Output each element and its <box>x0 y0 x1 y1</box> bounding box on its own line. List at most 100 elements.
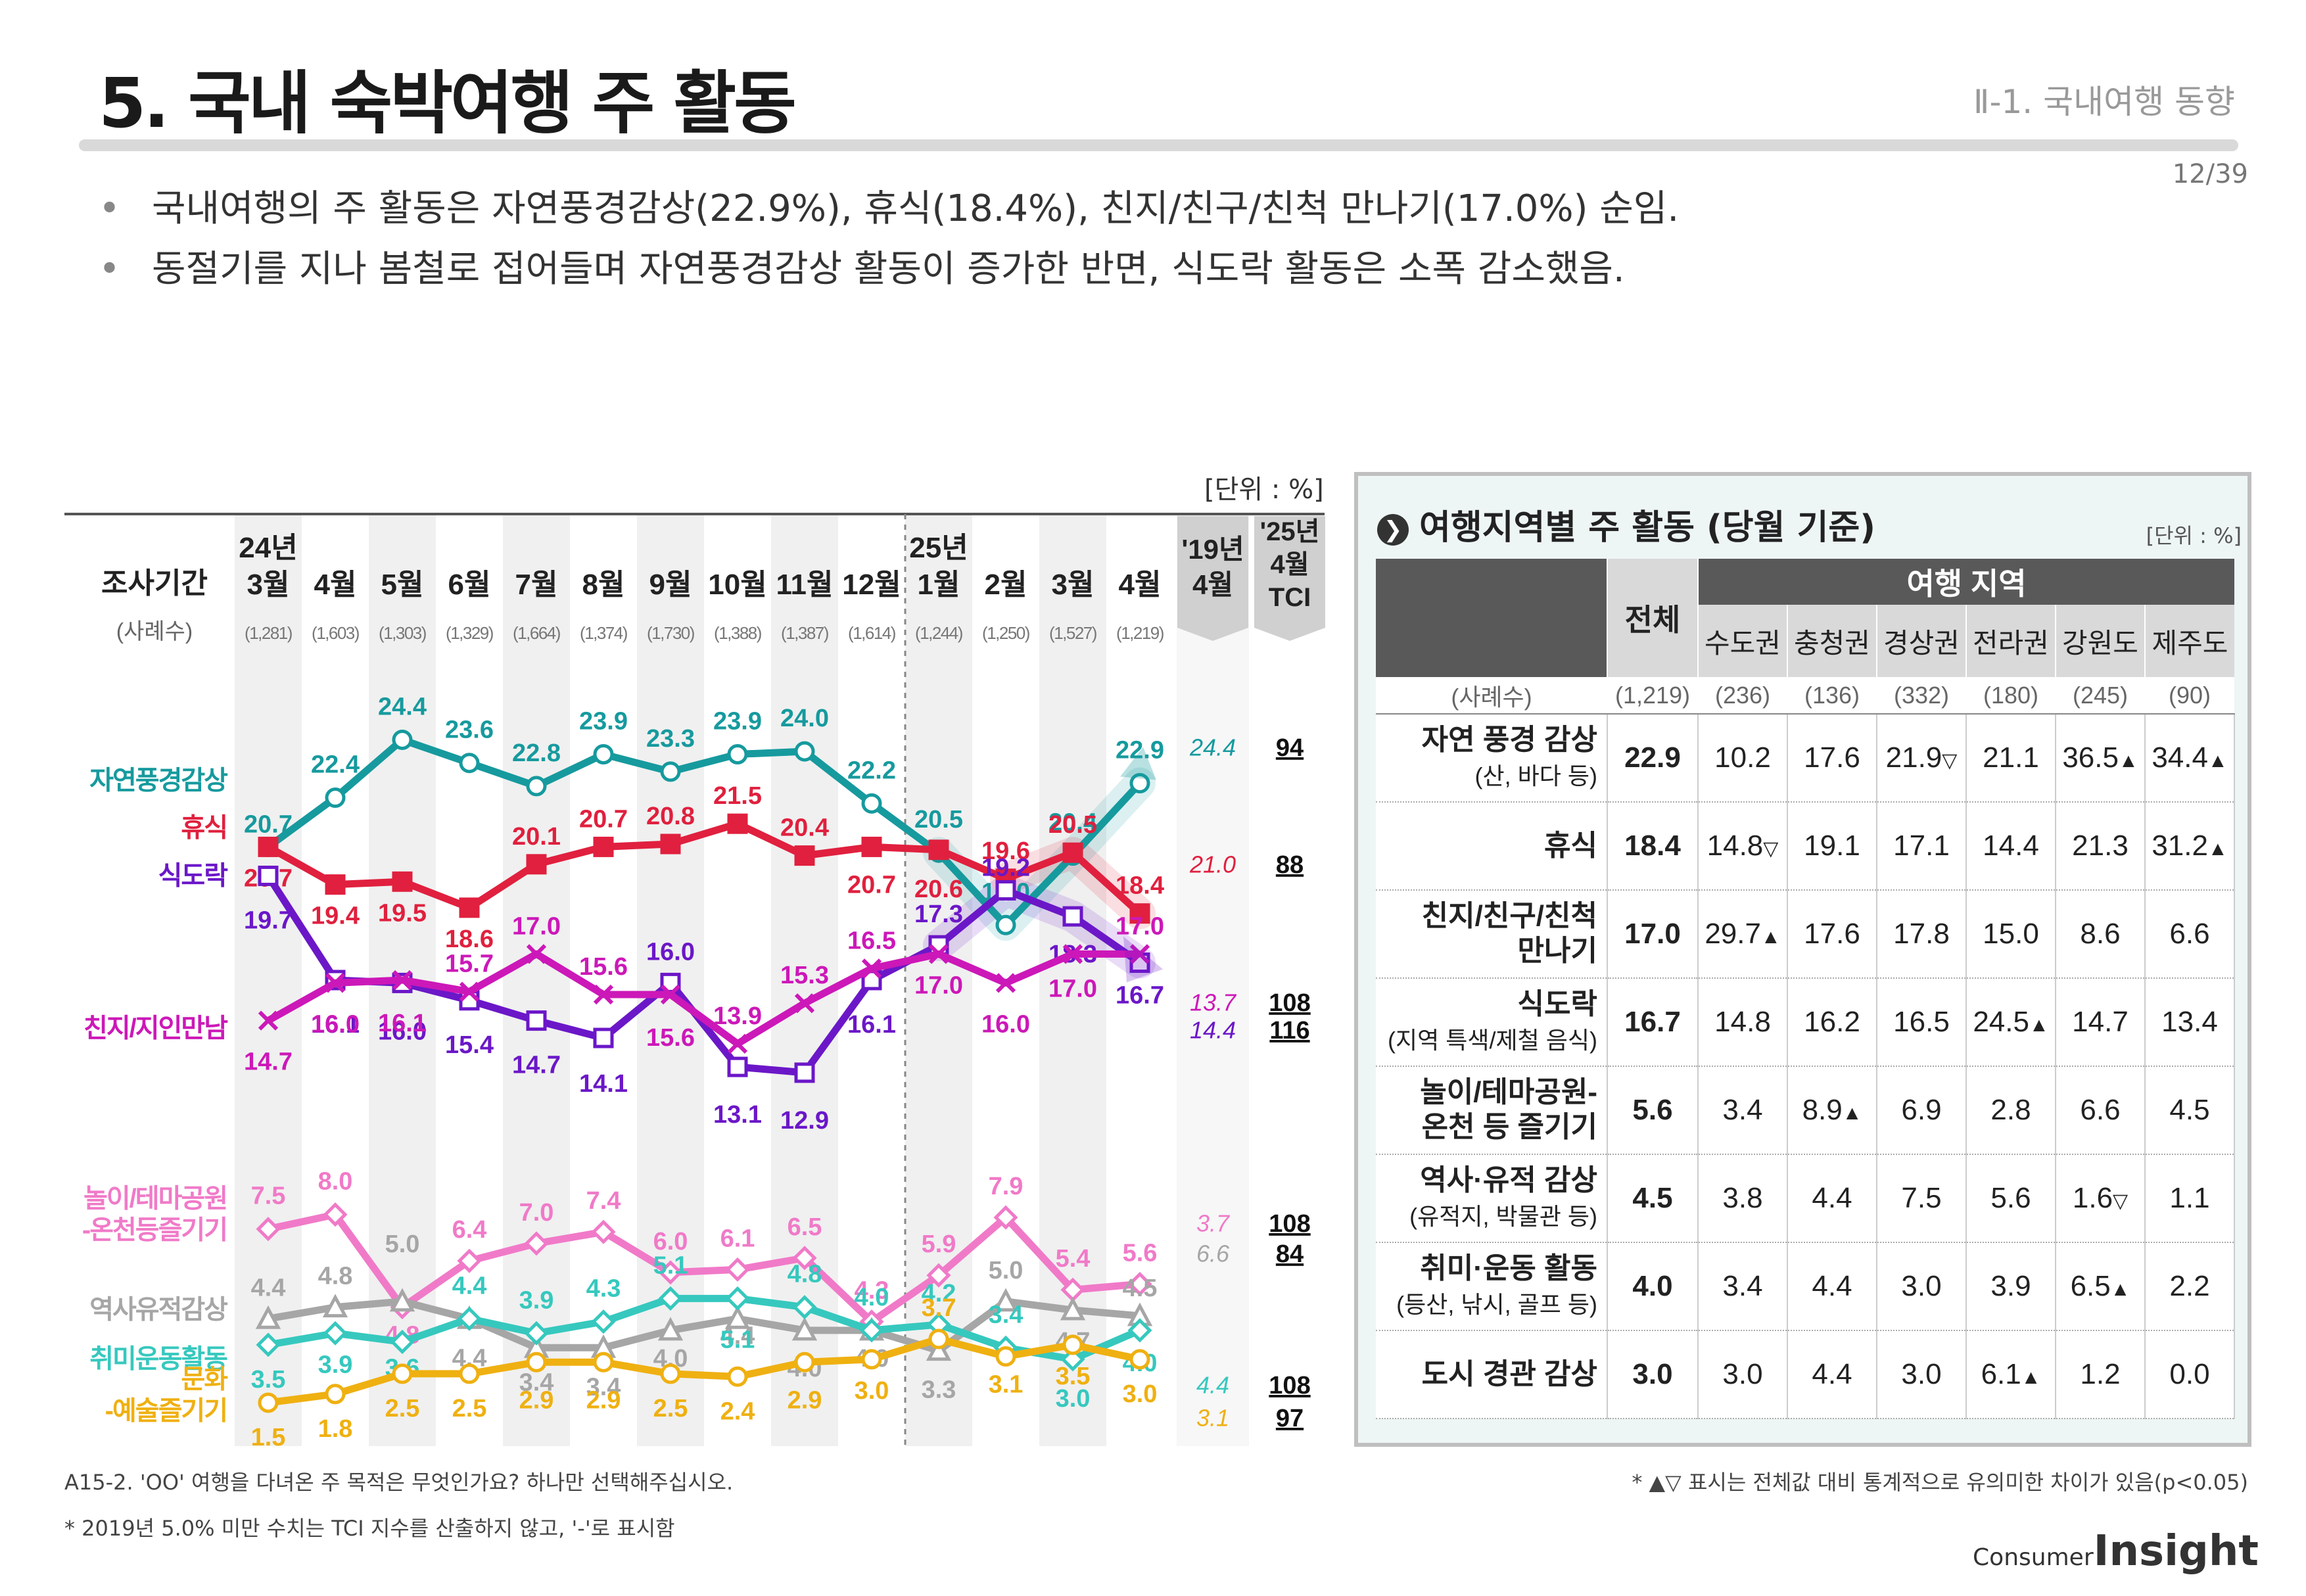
row-total: 3.0 <box>1607 1330 1699 1419</box>
data-label: 2.5 <box>653 1395 688 1422</box>
data-point <box>995 880 1016 901</box>
chevron-right-icon: ❯ <box>1377 514 1409 546</box>
column-band <box>235 513 302 1446</box>
data-point <box>926 1337 952 1361</box>
data-label: 12.9 <box>780 1107 829 1135</box>
region-value-cell: 21.9▽ <box>1877 714 1967 803</box>
region-value-cell: 1.6▽ <box>2056 1154 2146 1243</box>
data-point <box>727 1366 748 1387</box>
region-value-cell: 8.9▲ <box>1787 1066 1877 1155</box>
data-point <box>526 854 547 875</box>
region-value-cell: 0.0 <box>2145 1330 2235 1419</box>
data-label: 5.6 <box>1123 1239 1158 1267</box>
series-line <box>266 950 1140 1048</box>
region-value: 0.0 <box>2169 1358 2210 1390</box>
row-total: 4.5 <box>1607 1154 1699 1243</box>
data-label: 5.1 <box>653 1252 688 1279</box>
region-value-cell: 3.9 <box>1966 1242 2056 1331</box>
region-table: 전체 여행 지역 수도권 충청권 경상권 전라권 강원도 제주도 (사례수) (1,219) (23… <box>1376 559 2235 1419</box>
sample-size: (1,219) <box>1607 677 1698 715</box>
data-label: 16.7 <box>1116 982 1164 1010</box>
data-label: 17.0 <box>1048 975 1097 1002</box>
region-value: 17.6 <box>1804 741 1860 774</box>
region-value: 3.9 <box>1990 1270 2031 1302</box>
month-label: 8월 <box>582 569 625 601</box>
region-value: 14.8 <box>1714 1006 1771 1038</box>
significance-mark: ▲ <box>1842 1102 1862 1124</box>
region-value-cell: 4.4 <box>1787 1242 1877 1331</box>
row-label-sub: (산, 바다 등) <box>1474 763 1597 789</box>
data-label: 22.4 <box>311 751 360 779</box>
region-value: 21.9 <box>1885 741 1942 774</box>
data-label: 15.6 <box>646 1024 695 1052</box>
ref-header-line: '19년 <box>1181 534 1244 565</box>
region-value-cell: 1.2 <box>2056 1330 2146 1419</box>
bullet-2: 동절기를 지나 봄철로 접어들며 자연풍경감상 활동이 증가한 반면, 식도락 … <box>99 239 1625 293</box>
header-label: 조사기간 <box>101 567 208 599</box>
region-value-cell: 17.6 <box>1787 714 1877 803</box>
data-label: 18.6 <box>445 926 494 953</box>
panel-unit: [단위 : %] <box>2146 523 2242 548</box>
data-point <box>861 958 882 979</box>
data-point <box>459 981 480 1002</box>
row-label: 취미·운동 활동 (등산, 낚시, 골프 등) <box>1376 1242 1607 1331</box>
month-label: 5월 <box>381 569 424 601</box>
row-label-sub: 온천 등 즐기기 <box>1421 1111 1597 1143</box>
row-label: 역사·유적 감상 (유적지, 박물관 등) <box>1376 1154 1607 1243</box>
logo-small: Consumer <box>1973 1544 2094 1571</box>
data-label: 17.3 <box>914 901 963 928</box>
tci-value: 94 <box>1276 734 1304 762</box>
data-point <box>660 984 681 1005</box>
data-label: 16.1 <box>378 1010 427 1037</box>
chart-unit: [단위 : %] <box>1204 475 1324 505</box>
data-point <box>928 839 949 860</box>
data-label: 22.8 <box>512 739 561 767</box>
sample-size: (1,244) <box>915 623 963 643</box>
data-label: 5.1 <box>720 1326 755 1353</box>
data-point <box>995 1346 1016 1367</box>
sample-size: (1,329) <box>446 623 494 643</box>
data-point <box>459 897 480 918</box>
data-point <box>660 761 681 782</box>
data-label: 20.7 <box>579 805 628 833</box>
data-label: 3.4 <box>989 1301 1024 1328</box>
region-value-cell: 3.0 <box>1877 1242 1967 1331</box>
data-label: 23.9 <box>713 708 762 736</box>
region-value: 17.1 <box>1893 830 1950 862</box>
data-label: 15.7 <box>445 951 494 978</box>
data-label: 20.8 <box>646 803 695 830</box>
region-value-cell: 15.0 <box>1966 890 2056 979</box>
data-label: 17.0 <box>914 972 963 999</box>
data-point <box>325 973 346 993</box>
data-point <box>524 1321 549 1346</box>
ref-2019-value: 13.7 <box>1190 989 1237 1016</box>
data-point <box>660 833 681 855</box>
region-value-cell: 14.4 <box>1966 802 2056 891</box>
data-point <box>325 1384 346 1405</box>
data-label: 3.0 <box>1123 1380 1158 1408</box>
tci-value: 108 <box>1269 1372 1310 1399</box>
data-point <box>1060 1296 1086 1321</box>
data-label: 5.4 <box>1056 1245 1091 1273</box>
region-value-cell: 29.7▲ <box>1698 890 1788 979</box>
region-value-cell: 14.8 <box>1698 978 1788 1067</box>
data-label: 16.1 <box>847 1011 896 1039</box>
column-band <box>771 513 838 1446</box>
month-label: 1월 <box>918 569 960 601</box>
region-value-cell: 1.1 <box>2145 1154 2235 1243</box>
region-header: 충청권 <box>1787 605 1877 677</box>
tci-header-line: TCI <box>1269 583 1311 612</box>
sample-size: (332) <box>1877 677 1966 715</box>
row-label-main: 휴식 <box>1544 829 1597 862</box>
region-value: 36.5 <box>2062 741 2119 774</box>
row-label-main: 역사·유적 감상 <box>1420 1164 1597 1197</box>
data-point <box>258 1392 279 1413</box>
data-point <box>392 729 413 750</box>
month-label: 4월 <box>1119 569 1162 601</box>
row-label: 도시 경관 감상 <box>1376 1330 1607 1419</box>
row-label: 친지/친구/친척 만나기 <box>1376 890 1607 979</box>
data-label: 3.5 <box>1056 1363 1091 1390</box>
row-label-main: 친지/친구/친척 <box>1421 900 1597 933</box>
region-value-cell: 21.1 <box>1966 714 2056 803</box>
row-label-main: 취미·운동 활동 <box>1420 1252 1597 1285</box>
